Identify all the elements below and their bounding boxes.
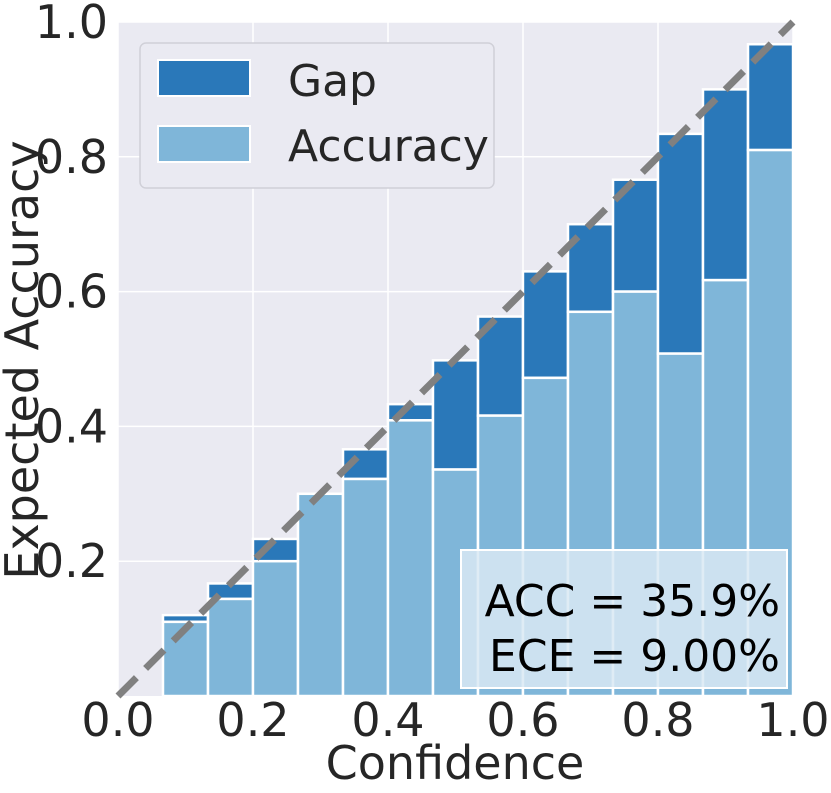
y-tick-labels: 0.2 0.4 0.6 0.8 1.0 [35,0,108,588]
y-axis-title: Expected Accuracy [0,140,49,579]
accuracy-bar-2 [251,559,300,698]
x-tick-labels: 0.0 0.2 0.4 0.6 0.8 1.0 [81,693,829,747]
diagonal [115,19,796,699]
legend-label-accuracy: Accuracy [288,121,489,172]
x-tick-label-5: 1.0 [756,693,829,747]
gap-bar-12 [701,88,750,282]
y-tick-label-1: 0.4 [35,399,108,453]
y-tick-label-0: 0.2 [35,534,108,588]
y-tick-label-3: 0.8 [35,130,108,184]
x-tick-label-4: 0.8 [621,693,694,747]
x-tick-label-2: 0.4 [351,693,424,747]
accuracy-bar-3 [296,492,345,698]
legend-swatch-accuracy [157,125,251,163]
legend-label-gap: Gap [288,56,377,107]
gap-bar-6 [431,359,480,471]
annotation-box: ACC = 35.9% ECE = 9.00% [460,549,788,689]
accuracy-bar-5 [386,419,435,698]
y-tick-label-4: 1.0 [35,0,108,49]
y-tick-label-2: 0.6 [35,265,108,319]
x-tick-label-3: 0.6 [486,693,559,747]
legend: Gap Accuracy [139,42,495,189]
x-tick-label-0: 0.0 [81,693,154,747]
x-axis-title: Confidence [326,736,585,790]
acc-annotation: ACC = 35.9% [485,576,780,627]
accuracy-bar-1 [206,597,255,698]
legend-swatch-gap [157,59,251,97]
gap-bar-8 [521,270,570,380]
perfect-calibration-line [115,19,796,699]
accuracy-bar-4 [341,477,390,698]
accuracy-bar-0 [161,620,210,698]
gap-bar-11 [656,132,705,355]
x-tick-label-1: 0.2 [216,693,289,747]
annotation-background [460,549,788,689]
ece-annotation: ECE = 9.00% [489,631,780,682]
